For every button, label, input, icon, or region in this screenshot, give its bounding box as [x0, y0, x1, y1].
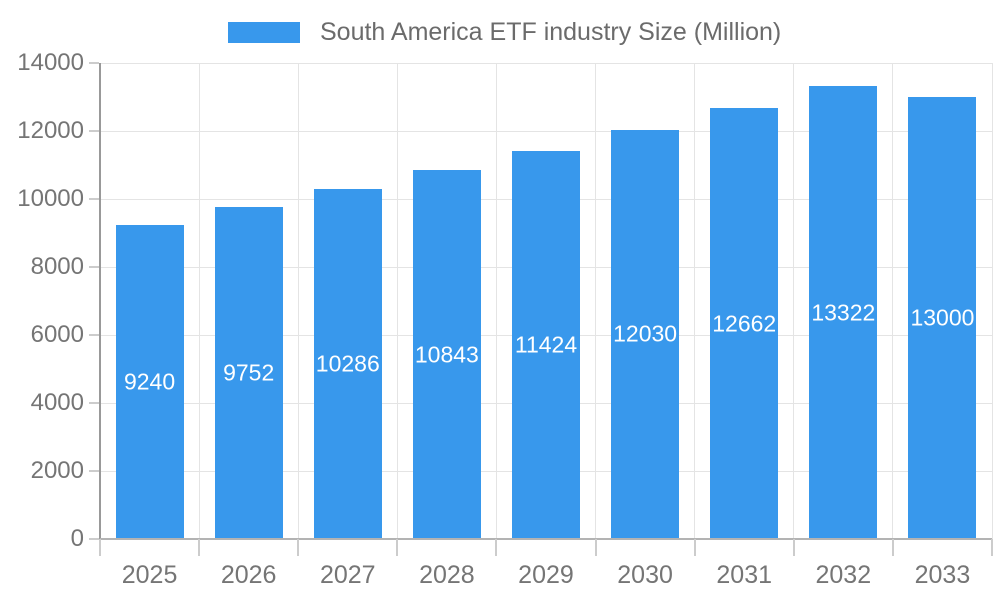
y-axis-tick — [89, 266, 99, 268]
x-axis-category-label: 2032 — [815, 561, 872, 589]
bar-2031[interactable]: 12662 — [710, 108, 779, 539]
x-gridline — [297, 63, 299, 539]
x-axis-tick — [297, 539, 300, 556]
x-axis-tick — [693, 539, 696, 556]
x-axis-tick — [792, 539, 795, 556]
x-axis-category-label: 2026 — [220, 561, 277, 589]
x-axis-category-label: 2030 — [617, 561, 673, 589]
x-axis-category-label: 2028 — [419, 561, 475, 589]
x-gridline — [793, 63, 795, 539]
x-gridline — [198, 63, 200, 539]
y-axis-tick — [89, 470, 99, 472]
y-axis-tick-label: 4000 — [30, 389, 84, 416]
bar-value-label: 10286 — [315, 350, 380, 377]
x-gridline — [595, 63, 597, 539]
x-axis-category-label: 2027 — [319, 561, 376, 589]
y-axis-tick-label: 2000 — [30, 457, 84, 484]
bar-2030[interactable]: 12030 — [611, 129, 680, 539]
legend-label: South America ETF industry Size (Million… — [320, 18, 782, 46]
x-axis-category-label: 2033 — [914, 561, 971, 589]
x-gridline — [694, 63, 696, 539]
bar-value-label: 13322 — [811, 299, 876, 326]
x-axis-tick — [396, 539, 399, 556]
y-axis-tick — [89, 402, 99, 404]
y-axis-tick-label: 0 — [70, 525, 84, 552]
y-axis-tick — [89, 538, 99, 540]
x-gridline — [892, 63, 894, 539]
y-axis-tick — [89, 334, 99, 336]
y-gridline — [100, 62, 992, 64]
y-axis-tick-label: 6000 — [30, 321, 84, 348]
bar-value-label: 9752 — [223, 359, 275, 386]
y-axis-line — [99, 63, 101, 540]
legend-color-swatch — [228, 22, 300, 43]
bar-2029[interactable]: 11424 — [512, 150, 580, 539]
chart-legend: South America ETF industry Size (Million… — [228, 20, 781, 45]
y-axis-tick — [89, 198, 99, 200]
bar-2033[interactable]: 13000 — [908, 97, 977, 539]
x-gridline — [396, 63, 398, 539]
bar-2032[interactable]: 13322 — [809, 86, 878, 539]
bar-value-label: 11424 — [514, 331, 578, 358]
x-axis-tick — [594, 539, 597, 556]
x-gridline — [991, 63, 993, 539]
y-axis-tick — [89, 130, 99, 132]
bar-2027[interactable]: 10286 — [313, 189, 382, 539]
y-axis-tick — [89, 62, 99, 64]
bar-value-label: 9240 — [123, 368, 176, 395]
x-axis-tick — [198, 539, 201, 556]
x-axis-tick — [495, 539, 498, 556]
bar-2025[interactable]: 9240 — [115, 224, 184, 539]
y-axis-tick-label: 14000 — [17, 49, 84, 76]
bar-value-label: 10843 — [414, 341, 479, 368]
x-axis-tick — [99, 539, 101, 556]
x-axis-baseline — [100, 538, 992, 540]
x-gridline — [495, 63, 497, 539]
x-axis-tick — [991, 539, 993, 556]
x-axis-category-label: 2025 — [121, 561, 178, 589]
bar-2026[interactable]: 9752 — [214, 207, 283, 539]
bar-value-label: 12662 — [712, 310, 777, 337]
y-axis-tick-label: 10000 — [17, 185, 84, 212]
y-axis-tick-label: 12000 — [17, 117, 84, 144]
x-axis-category-label: 2029 — [518, 561, 574, 589]
x-axis-category-label: 2031 — [716, 561, 773, 589]
bar-2028[interactable]: 10843 — [412, 170, 481, 539]
x-axis-tick — [891, 539, 894, 556]
bar-value-label: 13000 — [910, 304, 975, 331]
y-axis-tick-label: 8000 — [30, 253, 84, 280]
y-gridline — [100, 130, 992, 132]
bar-value-label: 12030 — [613, 320, 678, 347]
